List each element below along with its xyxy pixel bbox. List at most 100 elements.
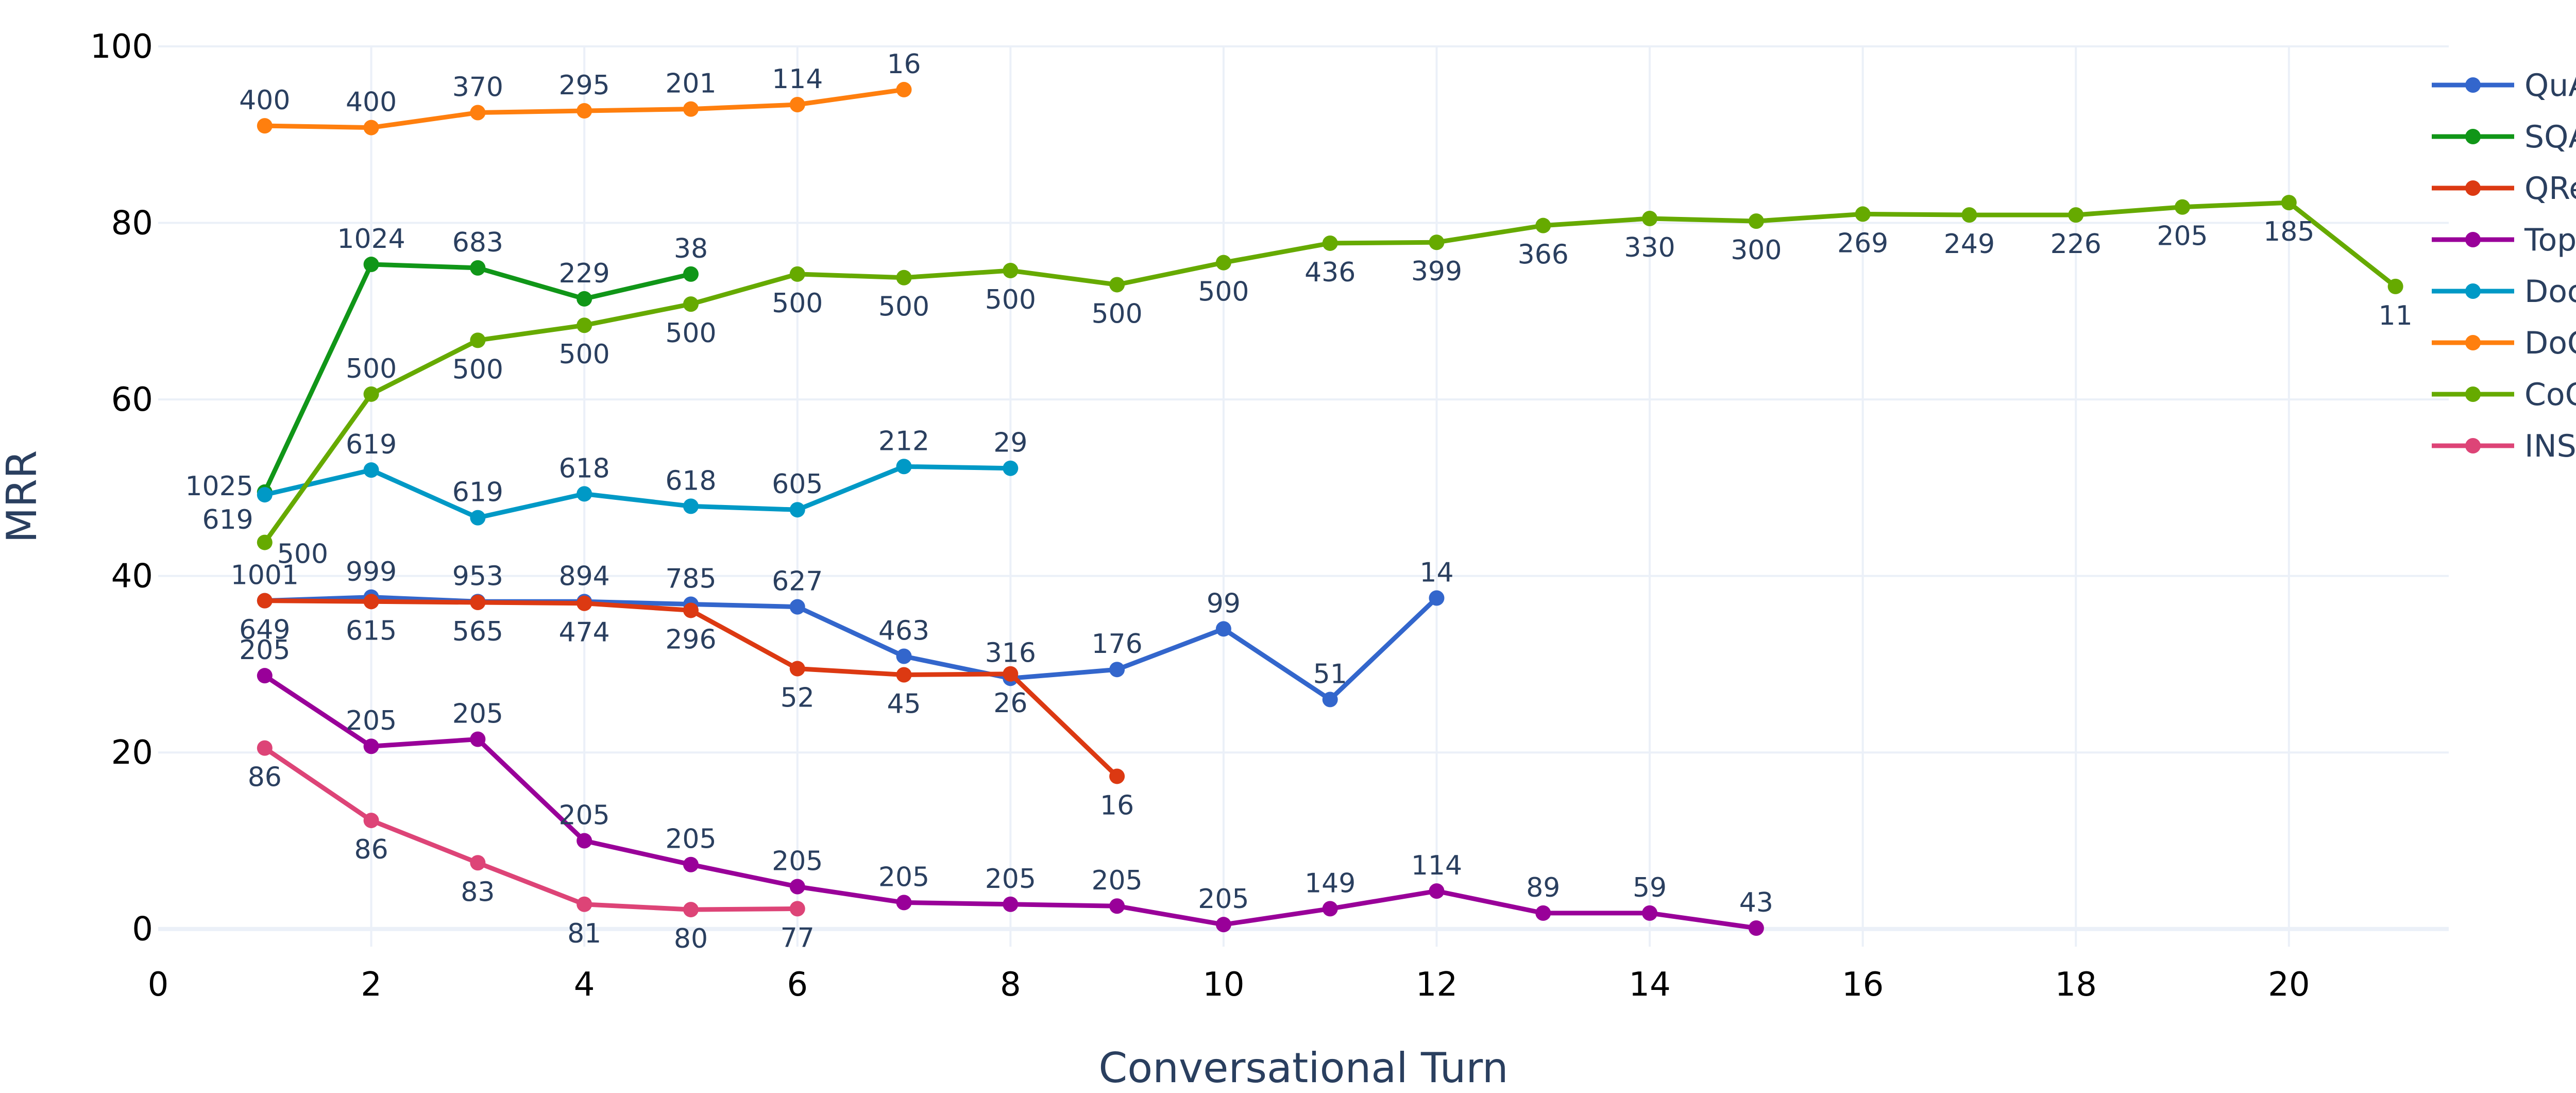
legend-item-quac[interactable]: QuAC	[2432, 68, 2576, 104]
x-tick-label: 0	[148, 966, 169, 1004]
data-point-qrecc	[363, 594, 379, 610]
data-point-quac	[1215, 621, 1231, 637]
data-label-coqa: 399	[1411, 256, 1462, 287]
data-label-coqa: 366	[1518, 240, 1569, 271]
data-point-qrecc	[470, 595, 486, 611]
series-coqa	[257, 195, 2403, 550]
data-label-doc2dial: 619	[452, 477, 503, 508]
data-point-qrecc	[577, 595, 592, 611]
data-label-coqa: 500	[1091, 298, 1142, 329]
data-label-doqa: 16	[887, 49, 921, 80]
legend-item-coqa[interactable]: CoQA	[2432, 377, 2576, 413]
data-label-doc2dial: 618	[559, 453, 610, 484]
x-tick-label: 20	[2268, 966, 2310, 1004]
data-label-coqa: 249	[1944, 229, 1995, 260]
data-point-qrecc	[1003, 666, 1019, 682]
data-label-topiocqa: 205	[1091, 865, 1142, 896]
data-label-qrecc: 565	[452, 616, 503, 647]
data-label-quac: 894	[559, 561, 610, 592]
legend-item-topiocqa[interactable]: TopiOCQA	[2432, 222, 2576, 258]
data-label-doc2dial: 212	[878, 426, 929, 457]
data-point-doc2dial	[896, 459, 912, 475]
data-label-topiocqa: 205	[772, 846, 823, 877]
data-point-qrecc	[896, 667, 912, 683]
data-label-doqa: 370	[452, 72, 503, 103]
legend-swatch-marker	[2465, 129, 2481, 144]
legend-swatch-marker	[2465, 77, 2481, 93]
data-point-doqa	[896, 81, 912, 97]
data-point-sqa	[363, 257, 379, 273]
legend: QuAC SQA QReCC TopiOCQA Doc2Dial DoQA CoQA INSC…	[2432, 68, 2576, 464]
data-point-topiocqa	[1003, 896, 1019, 912]
data-label-inscit: 80	[674, 923, 708, 954]
data-point-coqa	[1535, 217, 1551, 233]
data-point-topiocqa	[789, 879, 805, 895]
data-label-qrecc: 26	[993, 688, 1027, 719]
data-point-inscit	[257, 740, 273, 756]
legend-label: QReCC	[2524, 171, 2576, 207]
legend-swatch-marker	[2465, 386, 2481, 402]
data-label-coqa: 185	[2263, 216, 2314, 247]
legend-item-doc2dial[interactable]: Doc2Dial	[2432, 274, 2576, 310]
data-label-doc2dial: 619	[202, 505, 253, 535]
data-label-qrecc: 649	[239, 615, 290, 646]
data-label-topiocqa: 59	[1633, 872, 1667, 903]
data-point-coqa	[257, 534, 273, 550]
data-point-inscit	[683, 902, 699, 918]
x-tick-label: 4	[574, 966, 595, 1004]
data-label-topiocqa: 43	[1739, 887, 1773, 918]
data-label-qrecc: 45	[887, 688, 921, 719]
data-label-topiocqa: 205	[985, 864, 1036, 895]
data-point-coqa	[2068, 207, 2084, 223]
data-label-inscit: 86	[248, 762, 282, 793]
series-sqa	[257, 257, 699, 500]
legend-item-inscit[interactable]: INSCIT	[2432, 428, 2576, 464]
data-label-inscit: 81	[567, 918, 601, 949]
data-label-coqa: 500	[665, 318, 716, 349]
grid-layer	[158, 45, 2449, 947]
data-point-topiocqa	[1429, 883, 1445, 899]
series-doc2dial	[257, 459, 1019, 526]
data-label-coqa: 500	[985, 284, 1036, 315]
legend-swatch-marker	[2465, 438, 2481, 453]
data-point-doc2dial	[683, 498, 699, 514]
series-layer	[257, 81, 2403, 936]
data-label-coqa: 436	[1304, 257, 1355, 288]
data-point-topiocqa	[363, 738, 379, 754]
data-point-coqa	[577, 317, 592, 333]
data-label-inscit: 83	[461, 877, 495, 907]
legend-item-sqa[interactable]: SQA	[2432, 119, 2576, 155]
legend-swatch-marker	[2465, 283, 2481, 299]
data-point-coqa	[470, 332, 486, 348]
data-point-coqa	[1215, 255, 1231, 271]
data-label-topiocqa: 89	[1526, 872, 1560, 903]
data-point-quac	[1429, 590, 1445, 606]
legend-label: DoQA	[2524, 325, 2576, 361]
data-point-doqa	[470, 105, 486, 121]
x-tick-label: 10	[1202, 966, 1244, 1004]
label-layer: 1001 999 953 894 785 627 463 316 176 99 51 14 1025 10…	[185, 49, 2412, 954]
series-inscit	[257, 740, 805, 918]
data-point-inscit	[577, 896, 592, 912]
data-label-doqa: 201	[665, 69, 716, 99]
data-point-inscit	[789, 901, 805, 917]
data-label-coqa: 500	[559, 339, 610, 370]
x-tick-label: 18	[2055, 966, 2097, 1004]
data-label-qrecc: 52	[781, 682, 815, 713]
y-tick-label: 20	[111, 734, 153, 772]
x-tick-label: 16	[1842, 966, 1884, 1004]
data-point-inscit	[470, 855, 486, 871]
data-label-topiocqa: 205	[559, 800, 610, 831]
y-tick-label: 80	[111, 205, 153, 243]
axis-layer: 0 20 40 60 80 100 0 2 4 6 8 10 12 14 16 18 20	[90, 28, 2310, 1004]
data-point-coqa	[2281, 195, 2297, 211]
data-point-doqa	[363, 120, 379, 136]
data-label-quac: 627	[772, 566, 823, 597]
data-label-qrecc: 16	[1100, 790, 1134, 821]
legend-item-qrecc[interactable]: QReCC	[2432, 171, 2576, 207]
data-label-inscit: 86	[354, 834, 388, 865]
data-label-doc2dial: 618	[665, 465, 716, 496]
legend-item-doqa[interactable]: DoQA	[2432, 325, 2576, 361]
data-point-coqa	[1748, 213, 1764, 229]
data-point-quac	[789, 599, 805, 615]
